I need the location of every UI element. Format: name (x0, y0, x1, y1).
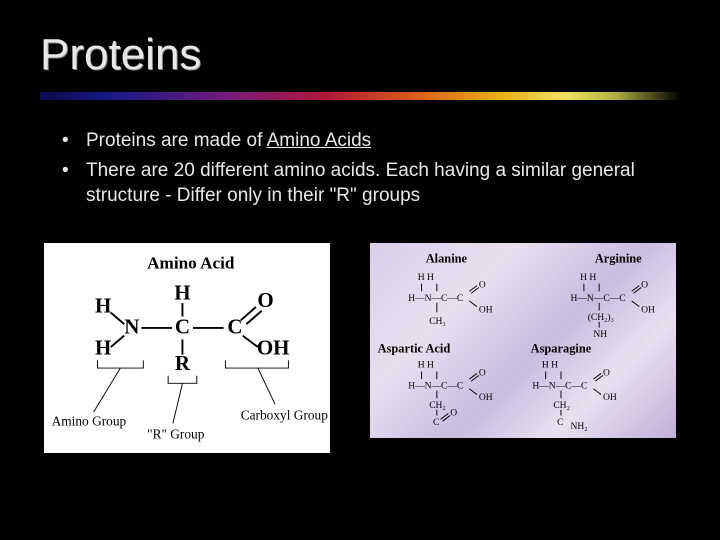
bullet-item: There are 20 different amino acids. Each… (62, 158, 680, 209)
label-amino-group: Amino Group (52, 413, 127, 428)
svg-text:H H: H H (418, 360, 434, 371)
svg-text:OH: OH (642, 304, 656, 315)
svg-text:H—N—C—C: H—N—C—C (571, 293, 626, 304)
svg-text:H H: H H (581, 272, 597, 283)
atom-H: H (95, 336, 111, 360)
atom-C2: C (227, 315, 242, 339)
title-divider (40, 92, 680, 100)
atom-C: C (175, 315, 190, 339)
example-name: Asparagine (531, 341, 592, 355)
svg-text:OH: OH (603, 392, 617, 403)
figure-amino-acid-structure: Amino Acid N C C H H H R O OH (44, 243, 330, 453)
bullet-text: There are 20 different amino acids. Each… (86, 160, 635, 207)
bullet-item: Proteins are made of Amino Acids (62, 128, 680, 154)
svg-text:C: C (433, 417, 439, 428)
svg-text:O: O (603, 367, 610, 378)
bullet-text: Proteins are made of (86, 130, 267, 151)
svg-text:H H: H H (418, 272, 434, 283)
label-r-group: "R" Group (147, 427, 205, 442)
slide-title: Proteins (40, 30, 680, 80)
svg-text:CH₃: CH₃ (430, 316, 447, 327)
bullet-list: Proteins are made of Amino Acids There a… (40, 128, 680, 209)
svg-text:CH₂: CH₂ (554, 400, 571, 411)
atom-OH: OH (257, 336, 290, 360)
svg-text:NH₂: NH₂ (571, 421, 588, 432)
examples-svg: Alanine H H H—N—C—C O OH CH₃ Arginine (370, 243, 676, 438)
example-name: Alanine (426, 252, 468, 266)
atom-H: H (174, 280, 190, 304)
slide: Proteins Proteins are made of Amino Acid… (0, 0, 720, 540)
svg-text:O: O (451, 407, 458, 418)
figure-row: Amino Acid N C C H H H R O OH (40, 243, 680, 453)
amino-acid-svg: Amino Acid N C C H H H R O OH (44, 243, 330, 453)
bullet-underlined: Amino Acids (267, 130, 372, 151)
example-alanine: H H H—N—C—C O OH CH₃ (409, 272, 494, 327)
svg-text:OH: OH (479, 392, 493, 403)
example-aspartic-acid: H H H—N—C—C O OH CH₂ C O (409, 360, 494, 428)
atom-H: H (95, 294, 111, 318)
example-name: Arginine (595, 252, 642, 266)
figure-title: Amino Acid (147, 254, 235, 273)
figure-amino-acid-examples: Alanine H H H—N—C—C O OH CH₃ Arginine (370, 243, 676, 438)
example-arginine: H H H—N—C—C O OH (CH₂)₃ NH (571, 272, 656, 340)
svg-text:O: O (479, 279, 486, 290)
svg-text:O: O (642, 279, 649, 290)
svg-text:H—N—C—C: H—N—C—C (533, 381, 588, 392)
svg-text:C: C (558, 417, 564, 428)
label-carboxyl-group: Carboxyl Group (241, 408, 329, 423)
svg-text:(CH₂)₃: (CH₂)₃ (588, 312, 614, 323)
svg-text:O: O (479, 367, 486, 378)
svg-text:H—N—C—C: H—N—C—C (409, 293, 464, 304)
example-name: Aspartic Acid (378, 341, 451, 355)
atom-N: N (124, 315, 139, 339)
svg-text:CH₂: CH₂ (430, 400, 447, 411)
atom-O: O (257, 288, 273, 312)
svg-text:H—N—C—C: H—N—C—C (409, 381, 464, 392)
example-asparagine: H H H—N—C—C O OH CH₂ C NH₂ (533, 360, 618, 432)
svg-text:OH: OH (479, 304, 493, 315)
svg-text:H H: H H (542, 360, 558, 371)
svg-text:NH: NH (594, 329, 608, 340)
